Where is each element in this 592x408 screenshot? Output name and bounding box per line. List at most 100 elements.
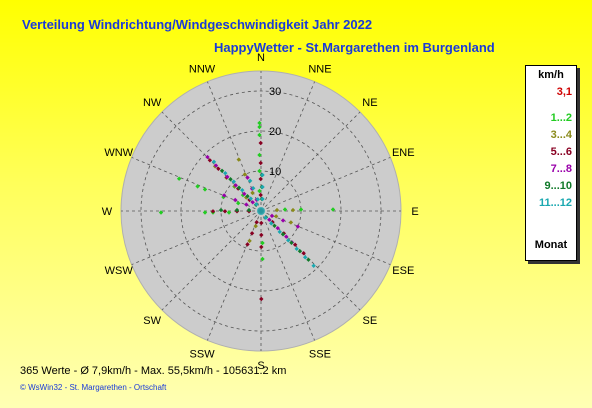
data-point-34-ESE-0: [273, 214, 279, 219]
spoke-NNE: [260, 81, 315, 212]
legend-entry-6: 11...12: [538, 197, 572, 209]
data-point-910-NW-1: [245, 194, 250, 199]
data-point-12-WNW-3: [195, 184, 200, 189]
data-point-910-W-1: [234, 207, 240, 213]
data-point-12-N-3: [257, 132, 262, 138]
direction-label-NNE: NNE: [308, 64, 331, 76]
radial-label-10: 10: [269, 166, 281, 178]
direction-label-E: E: [411, 206, 418, 218]
data-point-12-N-5: [257, 120, 262, 126]
data-point-12-W-3: [158, 210, 164, 215]
data-point-12-N-1: [257, 168, 262, 174]
legend-entry-5: 9...10: [544, 180, 572, 192]
data-point-56-NW-3: [216, 166, 221, 171]
data-point-1112-N-0: [260, 196, 265, 202]
spoke-SE: [260, 210, 361, 311]
data-point-1112-NNW-1: [251, 186, 256, 191]
data-point-1112-NW-5: [211, 159, 217, 165]
data-point-12-N-4: [257, 124, 262, 130]
data-point-78-SE-0: [267, 217, 272, 222]
spoke-SSE: [260, 210, 315, 341]
data-point-56-N-0: [258, 192, 263, 198]
direction-label-WSW: WSW: [105, 265, 134, 277]
data-point-34-NW-0: [244, 195, 249, 200]
data-point-12-NW-0: [240, 192, 246, 198]
data-point-12-W-2: [202, 210, 208, 215]
data-point-910-NW-4: [219, 168, 225, 173]
data-point-910-W-2: [218, 207, 224, 213]
direction-label-N: N: [257, 52, 265, 64]
data-point-34-NNW-2: [236, 157, 241, 162]
data-point-12-WNW-0: [236, 201, 241, 206]
data-point-34-NNW-1: [242, 172, 248, 177]
data-point-12-WNW-4: [176, 176, 182, 181]
direction-label-WNW: WNW: [104, 147, 133, 159]
data-point-56-N-3: [258, 140, 263, 146]
data-point-56-S-2: [259, 244, 264, 250]
data-point-1112-NNW-2: [247, 178, 253, 184]
spoke-WNW: [131, 157, 262, 212]
legend-footer: Monat: [534, 239, 568, 251]
data-point-56-S-1: [259, 232, 264, 238]
data-point-56-NW-4: [207, 158, 213, 163]
radial-label-20: 20: [269, 126, 281, 138]
legend-calm: 3,1: [556, 86, 572, 98]
data-point-1112-SE-2: [277, 229, 282, 235]
data-point-910-SE-1: [272, 223, 277, 228]
data-point-78-WNW-1: [233, 197, 238, 203]
data-point-78-NW-1: [242, 191, 247, 197]
data-point-1112-SE-3: [286, 238, 291, 243]
direction-label-NNW: NNW: [189, 64, 216, 76]
spoke-SW: [161, 210, 262, 311]
data-point-78-WNW-2: [221, 193, 227, 198]
radial-label-30: 30: [269, 86, 281, 98]
spoke-NW: [161, 111, 262, 212]
data-point-56-W-2: [222, 209, 228, 214]
data-point-1112-NW-4: [223, 170, 228, 176]
spoke-SSW: [207, 210, 262, 341]
data-point-78-ESE-0: [269, 213, 275, 219]
direction-label-SSE: SSE: [309, 348, 331, 360]
data-point-78-ESE-1: [280, 218, 286, 223]
data-point-56-N-1: [258, 176, 263, 182]
data-point-910-SE-2: [280, 232, 286, 237]
legend-entry-3: 5...6: [550, 146, 572, 158]
legend-entry-1: 1...2: [550, 112, 572, 124]
data-point-1112-SE-4: [294, 246, 299, 252]
calm-center-marker: [257, 207, 265, 215]
data-point-78-NW-5: [205, 154, 210, 160]
data-point-78-SE-1: [275, 225, 280, 231]
data-point-910-SE-4: [297, 249, 303, 254]
data-point-12-E-0: [282, 207, 288, 212]
data-point-56-S-0: [259, 220, 264, 226]
data-point-34-E-0: [274, 207, 280, 213]
data-point-910-NW-2: [236, 185, 242, 190]
direction-label-SE: SE: [363, 315, 378, 327]
data-point-78-NW-2: [233, 183, 238, 188]
data-point-34-E-1: [290, 207, 296, 213]
data-point-1112-NW-1: [248, 196, 253, 201]
data-point-12-WNW-2: [202, 187, 208, 192]
data-point-56-SE-2: [292, 242, 298, 247]
spoke-NE: [260, 111, 361, 212]
chart-subtitle: HappyWetter - St.Margarethen im Burgenla…: [214, 40, 495, 55]
legend-entry-2: 3...4: [550, 129, 572, 141]
legend-entry-4: 7...8: [550, 163, 572, 175]
legend: km/h 3,1 1...2 3...4 5...6 7...8 9...10 …: [525, 65, 577, 261]
direction-label-ESE: ESE: [392, 265, 414, 277]
legend-unit: km/h: [538, 69, 564, 81]
data-point-1112-SE-0: [263, 215, 268, 220]
spoke-ENE: [260, 157, 391, 212]
data-point-56-SSW-2: [245, 242, 250, 247]
data-point-12-N-0: [257, 188, 262, 194]
data-point-1112-SE-6: [311, 263, 316, 269]
chart-title: Verteilung Windrichtung/Windgeschwindigk…: [22, 17, 373, 32]
direction-label-SW: SW: [143, 315, 161, 327]
data-point-56-SSW-0: [254, 220, 259, 225]
data-point-78-WNW-0: [244, 202, 249, 207]
data-point-1112-SE-5: [302, 255, 308, 260]
data-point-910-NW-3: [228, 177, 233, 182]
data-point-78-NNW-2: [245, 175, 250, 180]
